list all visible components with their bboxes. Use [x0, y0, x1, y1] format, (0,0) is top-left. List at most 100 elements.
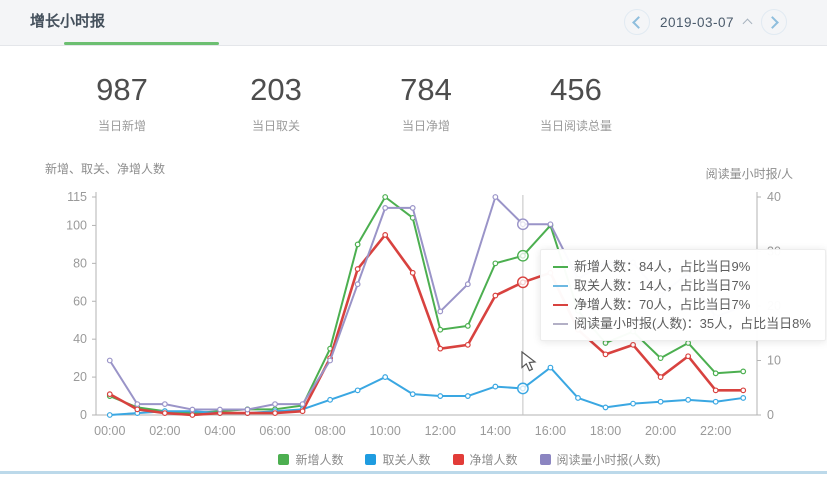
legend-item-hourly-reads[interactable]: 阅读量小时报(人数): [539, 451, 661, 468]
data-point: [492, 292, 499, 299]
legend-label: 阅读量小时报(人数): [556, 453, 661, 467]
x-axis-tick-label: 14:00: [480, 424, 511, 438]
data-point: [602, 404, 609, 411]
left-axis-tick-label: 100: [66, 218, 87, 232]
data-point: [712, 387, 719, 394]
series-dash-icon: [553, 265, 568, 268]
legend-label: 净增人数: [469, 453, 518, 467]
data-point: [106, 357, 113, 364]
stat-value: 456: [550, 72, 602, 107]
legend-item-new-followers[interactable]: 新增人数: [278, 451, 343, 468]
highlighted-data-point: [516, 249, 529, 262]
tooltip-text: 新增人数：84人，占比当日9%: [574, 259, 751, 274]
data-point: [657, 398, 664, 405]
legend-swatch-icon: [539, 454, 551, 465]
data-point: [327, 357, 334, 364]
x-axis-tick-label: 18:00: [590, 424, 621, 438]
legend-swatch-icon: [365, 454, 377, 465]
left-axis-tick-label: 80: [73, 256, 87, 270]
data-point: [382, 204, 389, 211]
data-point: [685, 396, 692, 403]
right-axis-tick-label: 10: [767, 354, 781, 368]
tooltip-row: 净增人数：70人，占比当日7%: [553, 295, 811, 314]
data-point: [464, 341, 471, 348]
next-day-button[interactable]: [761, 9, 787, 35]
x-axis-tick-label: 20:00: [645, 424, 676, 438]
stat-label: 当日新增: [97, 119, 146, 133]
stat-daily-reads: 456 当日阅读总量: [501, 72, 651, 134]
chart-tooltip: 新增人数：84人，占比当日9% 取关人数：14人，占比当日7% 净增人数：70人，占…: [540, 249, 826, 341]
data-point: [189, 412, 196, 418]
line-net-growth: [106, 232, 747, 418]
data-point: [740, 368, 747, 375]
data-point: [464, 393, 471, 399]
stat-value: 203: [250, 72, 302, 107]
legend-swatch-icon: [452, 454, 464, 465]
data-point: [382, 232, 389, 238]
data-point: [354, 266, 361, 272]
x-axis-tick-label: 10:00: [370, 424, 401, 438]
x-axis-tick-label: 12:00: [425, 424, 456, 438]
data-point: [437, 393, 444, 399]
highlighted-data-point: [516, 218, 529, 231]
left-axis-tick-label: 20: [73, 370, 87, 384]
tooltip-text: 阅读量小时报(人数)：35人，占比当日8%: [574, 316, 811, 331]
data-point: [657, 355, 664, 362]
left-axis-tick-label: 40: [73, 332, 87, 346]
stat-label: 当日取关: [251, 119, 300, 133]
data-point: [354, 281, 361, 288]
prev-day-button[interactable]: [623, 9, 650, 35]
data-point: [272, 410, 278, 417]
legend-item-net-growth[interactable]: 净增人数: [452, 451, 518, 468]
stat-label: 当日阅读总量: [539, 119, 612, 133]
series-path: [109, 233, 744, 417]
series-path: [109, 366, 744, 416]
legend-item-unfollowers[interactable]: 取关人数: [365, 451, 431, 468]
series-dash-icon: [553, 303, 568, 306]
date-label[interactable]: 2019-03-07: [659, 14, 734, 30]
data-point: [492, 383, 499, 390]
data-point: [685, 353, 692, 360]
data-point: [630, 341, 636, 348]
horizontal-scrollbar[interactable]: [0, 471, 827, 474]
stat-daily-net: 784 当日净增: [351, 72, 501, 134]
data-point: [464, 281, 471, 288]
tooltip-text: 取关人数：14人，占比当日7%: [574, 278, 751, 293]
legend-label: 新增人数: [295, 453, 344, 467]
data-point: [740, 395, 747, 401]
tooltip-row: 取关人数：14人，占比当日7%: [553, 276, 811, 295]
x-axis-tick-label: 06:00: [259, 424, 290, 438]
chart-legend: 新增人数 取关人数 净增人数 阅读量小时报(人数): [0, 451, 827, 468]
data-point: [299, 401, 306, 408]
data-point: [492, 260, 499, 267]
mouse-cursor-icon: [521, 350, 537, 372]
stat-daily-new: 987 当日新增: [47, 72, 197, 134]
data-point: [409, 391, 416, 398]
tooltip-row: 阅读量小时报(人数)：35人，占比当日8%: [553, 314, 811, 333]
data-point: [106, 391, 113, 398]
data-point: [134, 401, 141, 408]
active-tab-indicator: [64, 42, 219, 45]
data-point: [409, 204, 416, 211]
legend-swatch-icon: [278, 454, 290, 465]
axes: 02040608010011501020304000:0002:0004:000…: [66, 190, 781, 438]
data-point: [740, 387, 747, 394]
data-point: [409, 269, 416, 276]
stat-value: 987: [96, 72, 148, 107]
data-point: [354, 387, 361, 394]
data-point: [547, 364, 554, 371]
data-point: [354, 241, 361, 248]
data-point: [272, 401, 278, 408]
page-header: 增长小时报 2019-03-07: [0, 0, 827, 46]
data-point: [161, 410, 168, 417]
date-navigator: 2019-03-07: [623, 7, 787, 37]
right-axis-tick-label: 40: [767, 190, 781, 204]
data-point: [712, 370, 719, 377]
x-axis-tick-label: 08:00: [314, 424, 345, 438]
x-axis-tick-label: 16:00: [535, 424, 566, 438]
data-point: [464, 323, 471, 329]
page-title: 增长小时报: [30, 13, 106, 30]
data-point: [106, 412, 113, 418]
